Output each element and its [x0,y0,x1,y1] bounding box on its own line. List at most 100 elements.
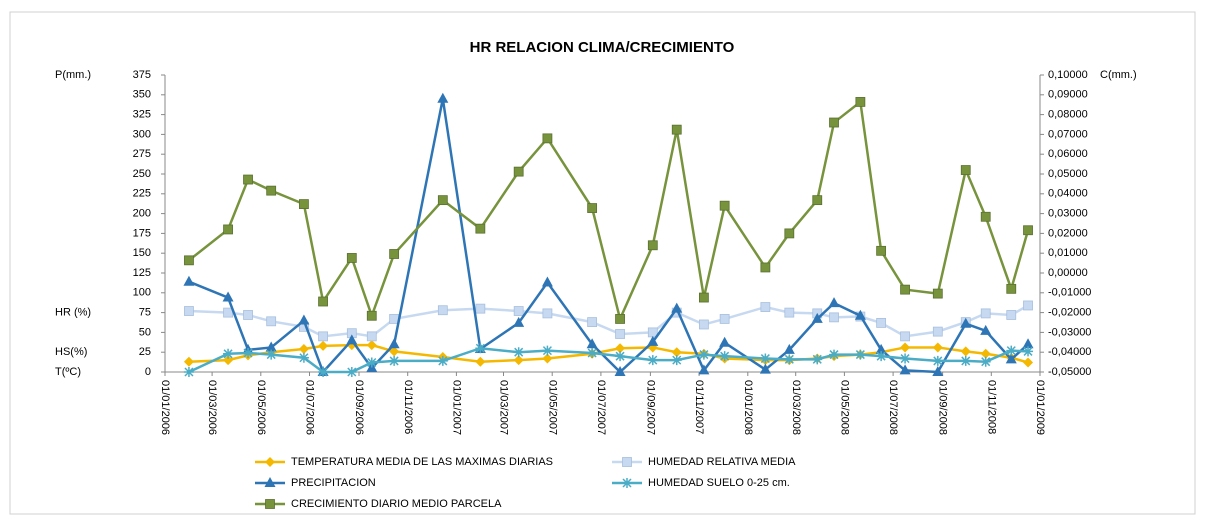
data-point [671,302,683,313]
data-point [475,356,486,367]
data-point [299,199,309,209]
data-point [266,185,277,196]
data-point [437,195,448,206]
data-point [855,97,866,107]
data-point [980,324,992,335]
y-axis-label: HS(%) [55,346,87,358]
data-point [298,344,309,355]
data-point [760,353,771,364]
data-point [784,354,795,365]
data-point [183,275,195,286]
y-tick-label: 200 [133,208,151,220]
y2-tick-label: 0,04000 [1048,188,1088,200]
data-point [900,342,911,353]
y-tick-label: 225 [133,188,151,200]
y2-tick-label: -0,03000 [1048,326,1091,338]
data-point [243,310,253,320]
data-point [223,348,234,359]
legend-marker [265,457,275,467]
data-point [783,343,795,354]
y2-tick-label: 0,07000 [1048,128,1088,140]
x-tick-label: 01/01/2007 [450,380,462,435]
y-tick-label: 125 [133,267,151,279]
data-point [513,355,524,366]
data-point [266,349,277,360]
y2-tick-label: 0,08000 [1048,109,1088,121]
data-point [671,124,682,135]
data-point [298,352,309,363]
y-tick-label: 75 [139,307,151,319]
x-tick-label: 01/05/2008 [838,380,850,435]
data-point [1023,225,1033,236]
data-point [932,342,943,353]
data-point [784,228,795,239]
data-point [615,314,625,324]
data-point [932,355,943,366]
data-point [647,335,659,346]
data-point [900,284,910,295]
legend-label: TEMPERATURA MEDIA DE LAS MAXIMAS DIARIAS [291,456,553,468]
data-point [811,312,823,323]
y-tick-label: 325 [133,109,151,121]
data-point [513,306,524,316]
data-point [900,331,910,342]
y2-tick-label: 0,01000 [1048,247,1088,259]
y-axis-label: P(mm.) [55,69,91,81]
data-point [346,253,357,263]
legend-label: CRECIMIENTO DIARIO MEDIO PARCELA [291,498,502,510]
y-tick-label: 275 [133,148,151,160]
data-point [876,317,887,328]
data-point [932,288,943,299]
legend-marker [622,478,632,488]
data-point [587,317,598,328]
y-tick-label: 350 [133,89,151,101]
data-point [698,364,710,375]
y-tick-label: 375 [133,69,151,81]
y2-axis-label: C(mm.) [1100,69,1137,81]
data-point [184,255,194,266]
data-point [318,296,328,307]
data-point [318,367,329,377]
y2-tick-label: -0,01000 [1048,287,1091,299]
data-point [980,348,991,359]
y-tick-label: 100 [133,287,151,299]
data-point [615,351,626,362]
data-point [243,347,254,358]
y2-tick-label: -0,02000 [1048,307,1091,319]
data-point [960,165,971,175]
data-point [366,340,377,351]
x-tick-label: 01/01/2008 [742,380,754,435]
data-point [389,355,400,366]
data-point [719,200,730,211]
data-point [829,312,839,323]
data-point [812,354,823,365]
data-point [366,310,377,321]
data-point [719,336,731,347]
data-point [388,338,400,349]
y2-tick-label: 0,06000 [1048,148,1088,160]
data-point [222,291,234,302]
data-point [475,303,486,314]
y-tick-label: 25 [139,346,151,358]
data-point [542,353,553,364]
x-tick-label: 01/07/2008 [887,380,899,435]
data-point [698,349,709,360]
x-tick-label: 01/07/2006 [304,380,316,435]
data-point [475,343,486,354]
x-tick-label: 01/01/2009 [1034,380,1046,435]
data-point [1022,338,1034,349]
data-point [960,346,971,357]
data-point [812,195,823,206]
data-point [318,340,329,351]
data-point [760,262,771,273]
y2-tick-label: 0,02000 [1048,227,1088,239]
data-point [346,367,357,377]
data-point [298,314,310,325]
y2-tick-label: 0,00000 [1048,267,1088,279]
data-point [318,331,328,342]
legend-marker [622,457,632,467]
data-point [542,308,553,319]
y-axis-label: HR (%) [55,307,91,319]
data-point [542,345,553,356]
data-point [475,223,486,234]
